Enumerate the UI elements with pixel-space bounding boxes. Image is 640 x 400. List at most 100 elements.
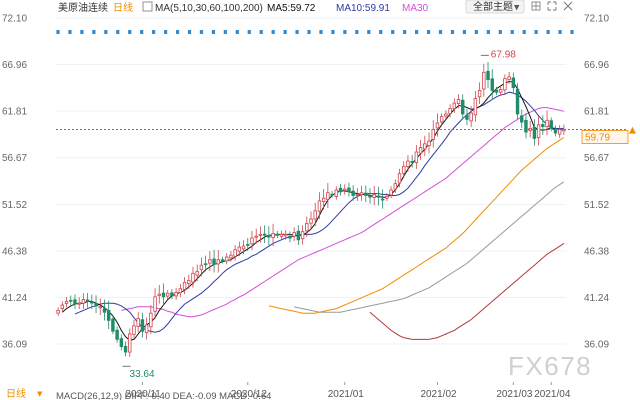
candle-down: [486, 70, 490, 80]
y-tick-left-7: 36.09: [2, 340, 27, 351]
candle-down: [553, 128, 558, 134]
event-marker: [163, 30, 168, 34]
event-marker: [426, 30, 431, 34]
candle-up: [389, 189, 393, 196]
chart-footer: 日线 ▼ MACD(26,12,9) DIFF:-0.40 DEA:-0.09 …: [0, 386, 271, 400]
y-axis-left: 72.10 66.96 61.81 56.67 51.52 46.38 41.24 36.09: [2, 14, 27, 351]
candle-up: [216, 259, 220, 265]
candle-up: [427, 140, 431, 147]
event-marker: [259, 30, 263, 34]
candle-up: [224, 256, 229, 262]
candle-up: [187, 280, 191, 284]
candle-down: [246, 243, 250, 246]
candle-down: [161, 292, 166, 298]
candle-up: [444, 113, 448, 117]
symbol-name: 美原油连续: [58, 1, 108, 14]
event-marker: [462, 30, 467, 34]
candle-up: [153, 296, 157, 312]
current-price-tag-bg: [581, 130, 629, 144]
y-axis-right: 72.10 66.96 61.81 56.67 51.52 46.38 41.24 36.09: [584, 14, 609, 351]
ma10-value: MA10:59.91: [336, 3, 390, 14]
candle-up: [284, 233, 288, 237]
candle-up: [431, 128, 435, 140]
event-markers-row: [56, 30, 574, 34]
candle-down: [494, 89, 499, 93]
close-icon[interactable]: [563, 1, 573, 11]
candle-up: [385, 195, 389, 199]
candle-down: [338, 187, 343, 193]
candle-down: [376, 195, 381, 198]
candle-down: [347, 187, 351, 193]
candle-up: [473, 98, 478, 116]
candle-down: [296, 230, 301, 241]
theme-button[interactable]: [465, 0, 525, 14]
event-marker: [235, 30, 239, 34]
high-marker-label: 67.98: [491, 49, 516, 60]
candle-up: [406, 160, 410, 167]
grid-icon[interactable]: [531, 1, 541, 11]
candle-down: [115, 329, 119, 340]
candle-up: [233, 249, 237, 257]
candle-up: [343, 188, 347, 191]
candle-up: [355, 194, 360, 196]
candle-down: [111, 318, 115, 332]
candle-up: [414, 151, 419, 164]
event-marker: [534, 30, 538, 34]
candle-down: [490, 78, 494, 91]
candle-up: [503, 78, 507, 91]
candle-down: [203, 263, 208, 266]
candle-down: [140, 319, 145, 332]
x-tick-label-4: 2021/03: [496, 389, 533, 400]
candle-down: [275, 233, 279, 236]
footer-period-label: 日线: [6, 387, 26, 400]
candle-down: [524, 119, 528, 133]
period-label[interactable]: 日线: [113, 1, 133, 14]
candle-down: [520, 115, 524, 123]
current-price-arrow-icon: ▲: [629, 125, 636, 135]
watermark-logo: FX678: [508, 351, 592, 381]
candle-down: [515, 88, 520, 115]
event-marker: [355, 30, 359, 34]
ma30-line: [121, 107, 565, 318]
y-tick-right-5: 46.38: [584, 246, 609, 257]
event-marker: [128, 30, 132, 34]
event-marker: [104, 30, 108, 34]
candle-up: [423, 143, 427, 150]
event-marker: [450, 30, 455, 34]
y-tick-right-1: 66.96: [584, 60, 609, 71]
candle-down: [119, 338, 124, 348]
candle-up: [545, 119, 549, 128]
ma30-value: MA30: [402, 3, 429, 14]
candle-up: [359, 192, 364, 195]
event-marker: [152, 30, 156, 34]
candle-down: [465, 114, 469, 120]
candle-up: [77, 302, 81, 305]
event-marker: [187, 30, 192, 34]
candle-up: [317, 200, 322, 212]
low-marker-label: 33.64: [130, 369, 155, 380]
ma10-line: [74, 91, 564, 333]
candle-down: [85, 299, 90, 302]
expand-icon[interactable]: [547, 1, 557, 11]
candle-up: [136, 318, 140, 327]
event-marker: [474, 30, 478, 34]
y-tick-left-3: 56.67: [2, 153, 27, 164]
candle-down: [262, 233, 267, 236]
candle-down: [351, 190, 355, 196]
candle-down: [220, 259, 225, 262]
candle-up: [300, 231, 305, 240]
candle-up: [254, 235, 258, 238]
candle-up: [132, 325, 136, 335]
event-marker: [283, 30, 287, 34]
macd-readout: MACD(26,12,9) DIFF:-0.40 DEA:-0.09 MACD:…: [56, 391, 271, 400]
candle-down: [541, 124, 545, 128]
y-tick-right-0: 72.10: [584, 14, 609, 25]
candle-up: [157, 293, 161, 296]
footer-period-button[interactable]: [0, 386, 50, 400]
candle-down: [364, 192, 368, 196]
ma-checkbox[interactable]: [142, 1, 153, 12]
ma100-line: [293, 181, 565, 313]
